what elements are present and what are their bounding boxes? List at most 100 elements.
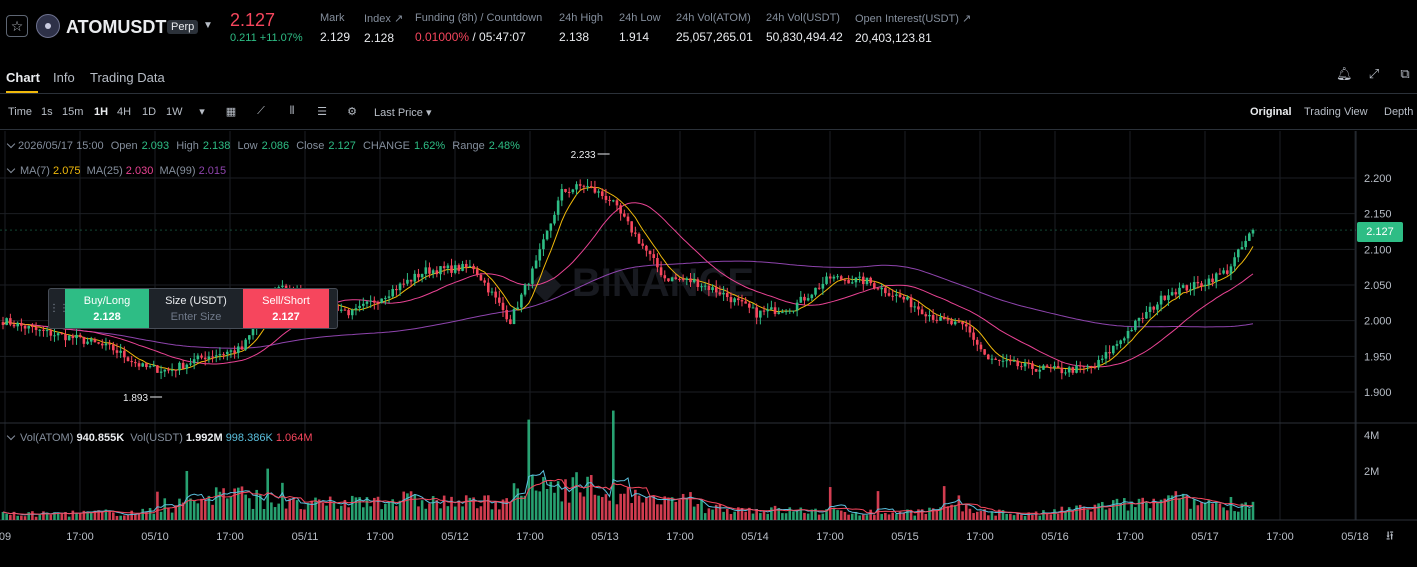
volume-bar: [64, 512, 67, 520]
symbol-title[interactable]: ATOMUSDT: [66, 17, 167, 37]
volume-bar: [310, 500, 314, 520]
candle-body: [836, 276, 839, 278]
volume-bar: [71, 510, 75, 520]
volume-bar: [1218, 503, 1222, 520]
volume-bar: [104, 509, 108, 520]
buy-long-button[interactable]: Buy/Long 2.128: [65, 289, 149, 328]
ma-legend: MA(7) 2.075 MA(25) 2.030 MA(99) 2.015: [6, 164, 227, 177]
interval-1s[interactable]: 1s: [41, 106, 53, 118]
time-tick-label: 17:00: [966, 531, 994, 543]
volume-bar: [159, 511, 163, 520]
volume-bar: [439, 508, 442, 520]
stat-index[interactable]: Index ↗ 2.128: [364, 12, 403, 45]
stat-value: 25,057,265.01: [676, 30, 753, 44]
collapse-chevron-icon[interactable]: [6, 164, 16, 174]
volume-bar: [516, 488, 520, 520]
candle-body: [498, 297, 501, 303]
candle-body: [472, 265, 475, 270]
candle-body: [1119, 340, 1122, 345]
candle-body: [486, 282, 490, 293]
drag-handle-icon[interactable]: ⋮⋮: [49, 303, 69, 314]
candle-body: [611, 200, 615, 202]
interval-15m[interactable]: 15m: [62, 106, 84, 118]
funding-rate: 0.01000%: [415, 30, 470, 44]
volume-bar: [667, 498, 670, 520]
candle-body: [402, 283, 406, 285]
candle-body: [1251, 230, 1255, 234]
interval-1w[interactable]: 1W: [166, 106, 183, 118]
candle-body: [93, 339, 97, 343]
candle-body: [667, 278, 670, 282]
interval-dropdown-icon[interactable]: ▾: [199, 106, 205, 118]
view-original[interactable]: Original: [1250, 106, 1292, 118]
volume-bar: [306, 503, 310, 520]
collapse-chevron-icon[interactable]: [6, 139, 16, 149]
volume-bar: [637, 495, 641, 520]
view-trading-view[interactable]: Trading View: [1304, 106, 1368, 118]
candle-body: [1086, 366, 1089, 368]
ticker-header: ☆ ATOMUSDT Perp ▼ 2.127 0.211 +11.07% Ma…: [0, 0, 1417, 56]
candle-body: [211, 356, 214, 358]
interval-4h[interactable]: 4H: [117, 106, 132, 118]
tab-trading-data[interactable]: Trading Data: [90, 70, 165, 85]
candle-body: [873, 283, 876, 289]
settings-sliders-icon[interactable]: ☰: [317, 106, 327, 118]
candle-body: [1134, 320, 1137, 331]
legend-range: 2.48%: [488, 140, 520, 152]
popout-window-icon[interactable]: ⧉: [1400, 66, 1410, 81]
candle-body: [1156, 304, 1159, 310]
candle-body: [240, 346, 244, 350]
candle-body: [1115, 344, 1119, 346]
sell-short-button[interactable]: Sell/Short 2.127: [243, 289, 329, 328]
candle-body: [821, 283, 825, 289]
volume-bar: [567, 502, 571, 520]
ma99-value: 2.015: [198, 165, 227, 177]
chart-type-icon[interactable]: ⫴: [289, 105, 295, 117]
fullscreen-icon[interactable]: ⤢: [1368, 66, 1380, 81]
volume-bar: [189, 498, 192, 520]
time-tick-label: 05/15: [891, 531, 919, 543]
indicator-icon[interactable]: ⟋: [257, 105, 265, 117]
candle-body: [1064, 372, 1067, 374]
symbol-dropdown-icon[interactable]: ▼: [203, 20, 213, 31]
stat-open-interest[interactable]: Open Interest(USDT) ↗ 20,403,123.81: [855, 12, 971, 45]
alert-bell-icon[interactable]: 🔔︎: [1336, 66, 1353, 81]
calendar-icon[interactable]: ▦: [225, 106, 237, 118]
interval-1d[interactable]: 1D: [142, 106, 157, 118]
candle-body: [968, 326, 972, 333]
candle-body: [1075, 365, 1078, 373]
price-type-select[interactable]: Last Price ▾: [374, 106, 432, 119]
candle-body: [755, 307, 758, 318]
favorite-star-icon[interactable]: ☆: [6, 15, 28, 37]
candle-body: [714, 287, 718, 293]
tab-info[interactable]: Info: [53, 70, 75, 85]
buy-label: Buy/Long: [83, 295, 131, 307]
expand-pane-icon[interactable]: ⭿: [1386, 529, 1394, 543]
size-input[interactable]: Size (USDT) Enter Size: [149, 289, 243, 328]
volume-bar: [744, 511, 747, 520]
volume-bar: [218, 491, 222, 520]
volume-bar: [770, 507, 773, 520]
volume-bar: [626, 487, 630, 520]
candle-body: [1170, 292, 1174, 296]
view-depth[interactable]: Depth: [1384, 106, 1414, 118]
candle-body: [909, 297, 913, 308]
time-tick-label: 17:00: [66, 531, 94, 543]
volume-bar: [931, 508, 935, 520]
candle-body: [884, 287, 887, 294]
candle-body: [825, 276, 828, 284]
collapse-chevron-icon[interactable]: [6, 431, 16, 441]
volume-bar: [990, 511, 994, 520]
candle-body: [1078, 365, 1082, 367]
candle-body: [876, 288, 880, 290]
gear-icon[interactable]: ⚙︎: [347, 106, 357, 118]
tab-chart[interactable]: Chart: [6, 70, 40, 85]
volume-bar: [1152, 498, 1156, 520]
candle-body: [895, 294, 898, 296]
interval-1h[interactable]: 1H: [94, 106, 109, 118]
volume-bar: [696, 503, 700, 520]
candle-body: [865, 277, 869, 285]
candlestick-chart[interactable]: ◆ BINANCE 2.200 2.150 2.100 2.050 2.000 1.950…: [0, 131, 1417, 567]
candle-body: [759, 310, 762, 318]
volume-bar: [523, 495, 527, 520]
